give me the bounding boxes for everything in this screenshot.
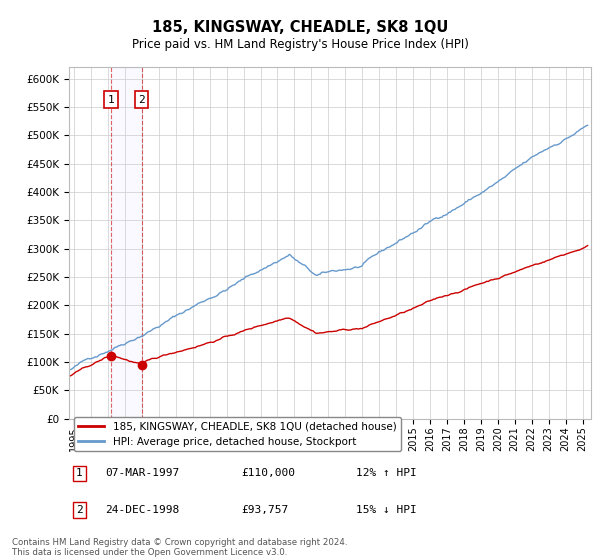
Legend: 185, KINGSWAY, CHEADLE, SK8 1QU (detached house), HPI: Average price, detached h: 185, KINGSWAY, CHEADLE, SK8 1QU (detache… [74,417,401,451]
Bar [111,67,142,419]
Text: 2: 2 [138,95,145,105]
Text: 1: 1 [76,468,83,478]
Text: Contains HM Land Registry data © Crown copyright and database right 2024.
This d: Contains HM Land Registry data © Crown c… [12,538,347,557]
Text: £93,757: £93,757 [241,505,289,515]
Text: 07-MAR-1997: 07-MAR-1997 [106,468,180,478]
Text: 15% ↓ HPI: 15% ↓ HPI [356,505,417,515]
Text: 185, KINGSWAY, CHEADLE, SK8 1QU: 185, KINGSWAY, CHEADLE, SK8 1QU [152,20,448,35]
Text: 2: 2 [76,505,83,515]
Text: 12% ↑ HPI: 12% ↑ HPI [356,468,417,478]
Text: 24-DEC-1998: 24-DEC-1998 [106,505,180,515]
Text: Price paid vs. HM Land Registry's House Price Index (HPI): Price paid vs. HM Land Registry's House … [131,38,469,51]
Text: £110,000: £110,000 [241,468,295,478]
Text: 1: 1 [107,95,115,105]
